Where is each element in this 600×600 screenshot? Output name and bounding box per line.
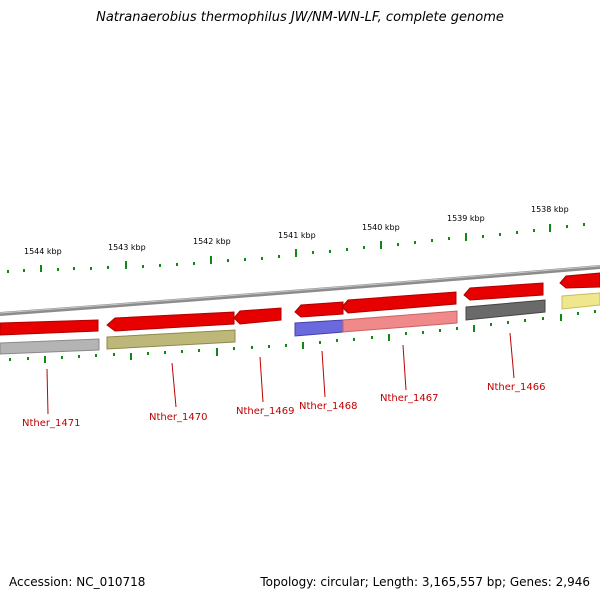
feature-track[interactable] — [294, 319, 344, 337]
gene-label[interactable]: Nther_1467 — [380, 393, 438, 404]
scale-labels: 1544 kbp 1543 kbp 1542 kbp 1541 kbp 1540… — [24, 205, 569, 256]
scale-label: 1539 kbp — [447, 214, 485, 223]
scale-label: 1540 kbp — [362, 223, 400, 232]
feature-track[interactable] — [561, 292, 600, 310]
gene-arrows[interactable] — [0, 272, 600, 336]
map-title: Natranaerobius thermophilus JW/NM-WN-LF,… — [96, 10, 504, 25]
gene-labels: Nther_1471 Nther_1470 Nther_1469 Nther_1… — [22, 382, 545, 429]
feature-track[interactable] — [465, 299, 546, 321]
scale-label: 1541 kbp — [278, 231, 316, 240]
gene-label[interactable]: Nther_1469 — [236, 406, 294, 417]
outer-scale-minor-ticks — [7, 223, 585, 273]
feature-track[interactable] — [0, 338, 100, 355]
scale-label: 1538 kbp — [531, 205, 569, 214]
accession-text: Accession: NC_010718 — [9, 575, 146, 589]
outer-scale-major-ticks — [40, 224, 551, 272]
scale-label: 1542 kbp — [193, 237, 231, 246]
gene-label[interactable]: Nther_1468 — [299, 401, 357, 412]
genome-backbone-highlight — [0, 265, 600, 314]
feature-tracks — [0, 292, 600, 355]
gene-arrow[interactable] — [341, 291, 457, 314]
scale-label: 1544 kbp — [24, 247, 62, 256]
inner-scale-ticks — [9, 310, 596, 363]
feature-track[interactable] — [106, 329, 236, 350]
gene-label[interactable]: Nther_1471 — [22, 418, 80, 429]
topology-text: Topology: circular; Length: 3,165,557 bp… — [260, 575, 590, 589]
genome-backbone — [0, 265, 600, 316]
gene-arrow[interactable] — [106, 311, 235, 332]
feature-track[interactable] — [342, 310, 458, 333]
gene-arrow[interactable] — [294, 301, 344, 318]
gene-label[interactable]: Nther_1470 — [149, 412, 207, 423]
gene-arrow[interactable] — [559, 272, 600, 289]
gene-label[interactable]: Nther_1466 — [487, 382, 545, 393]
gene-arrow[interactable] — [463, 282, 544, 301]
gene-arrow[interactable] — [233, 307, 282, 325]
gene-arrow[interactable] — [0, 319, 99, 336]
scale-label: 1543 kbp — [108, 243, 146, 252]
label-leaders — [46, 332, 515, 415]
